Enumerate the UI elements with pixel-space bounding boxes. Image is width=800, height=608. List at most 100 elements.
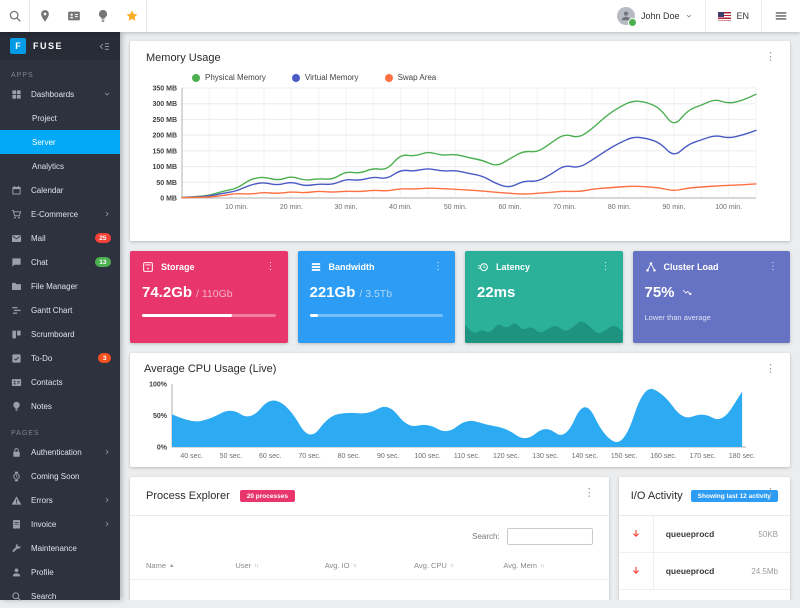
column-label: Name	[146, 561, 167, 570]
sidebar-collapse-button[interactable]	[99, 41, 110, 52]
column-label: Avg. Mem	[503, 561, 537, 570]
search-button[interactable]	[0, 0, 29, 32]
sidebar-item-server[interactable]: Server	[0, 130, 120, 154]
svg-text:50 min.: 50 min.	[444, 204, 467, 211]
svg-text:160 sec.: 160 sec.	[650, 453, 677, 460]
search-input[interactable]	[506, 528, 593, 545]
io-rows: queueprocd 50KB queueprocd 24.5Mb	[618, 516, 790, 590]
user-menu-button[interactable]: John Doe	[605, 0, 706, 32]
cart-icon	[11, 209, 22, 220]
sidebar-item-label: Mail	[31, 233, 46, 243]
bulb-button[interactable]	[88, 0, 117, 32]
kebab-menu-icon[interactable]: ⋮	[765, 487, 776, 499]
bandwidth-total-value: / 3.5Tb	[359, 288, 393, 300]
chevron-down-icon	[685, 12, 693, 20]
sort-icon: ↑↓	[254, 562, 258, 569]
svg-text:40 min.: 40 min.	[389, 204, 412, 211]
kebab-menu-icon[interactable]: ⋮	[768, 261, 778, 272]
sidebar-item-project[interactable]: Project	[0, 106, 120, 130]
arrow-cell	[619, 553, 654, 589]
io-activity-row[interactable]: queueprocd 24.5Mb	[618, 553, 790, 590]
stats-row: Storage ⋮ 74.2Gb / 110Gb Bandwidth ⋮ 221…	[130, 251, 790, 343]
column-label: User	[235, 561, 252, 570]
sidebar-item-label: Authentication	[31, 447, 82, 457]
pin-button[interactable]	[30, 0, 59, 32]
sidebar-item-dashboards[interactable]: Dashboards	[0, 82, 120, 106]
sidebar-item-coming-soon[interactable]: Coming Soon	[0, 464, 120, 488]
trending-down-icon	[682, 287, 693, 298]
svg-text:100 min.: 100 min.	[715, 204, 742, 211]
chev-right-icon	[103, 210, 111, 218]
kebab-menu-icon[interactable]: ⋮	[265, 261, 276, 272]
svg-text:140 sec.: 140 sec.	[572, 453, 599, 460]
card-title: Bandwidth	[328, 262, 375, 272]
person-icon	[11, 567, 22, 578]
sidebar-item-label: Errors	[31, 495, 53, 505]
chart-legend: Physical Memory Virtual Memory Swap Area	[192, 73, 774, 82]
language-selector[interactable]: EN	[705, 0, 761, 32]
kebab-menu-icon[interactable]: ⋮	[600, 261, 611, 272]
quick-panel-toggle-button[interactable]	[761, 0, 800, 32]
sidebar-item-label: Invoice	[31, 519, 57, 529]
sidebar-item-to-do[interactable]: To-Do 3	[0, 346, 120, 370]
sidebar-item-profile[interactable]: Profile	[0, 560, 120, 584]
arrow-down-icon	[630, 528, 642, 540]
column-header-user[interactable]: User ↑↓	[235, 561, 324, 570]
sidebar-item-analytics[interactable]: Analytics	[0, 154, 120, 178]
sidebar-item-authentication[interactable]: Authentication	[0, 440, 120, 464]
mail-icon	[11, 233, 22, 244]
chev-down-icon	[103, 90, 111, 98]
card-header: Bandwidth ⋮	[310, 261, 443, 273]
sidebar-item-calendar[interactable]: Calendar	[0, 178, 120, 202]
lock-icon	[11, 447, 22, 458]
sidebar-item-errors[interactable]: Errors	[0, 488, 120, 512]
sidebar-item-scrumboard[interactable]: Scrumboard	[0, 322, 120, 346]
sidebar-item-chat[interactable]: Chat 13	[0, 250, 120, 274]
sidebar-item-notes[interactable]: Notes	[0, 394, 120, 418]
bulb-icon	[96, 9, 110, 23]
column-header-avg-mem[interactable]: Avg. Mem ↑↓	[503, 561, 592, 570]
toolbar-divider	[146, 0, 147, 32]
sidebar-item-maintenance[interactable]: Maintenance	[0, 536, 120, 560]
contacts-card-button[interactable]	[59, 0, 88, 32]
sidebar-item-label: Server	[32, 137, 56, 147]
column-label: Avg. IO	[324, 561, 350, 570]
sidebar-item-search[interactable]: Search	[0, 584, 120, 608]
sidebar-item-gantt-chart[interactable]: Gantt Chart	[0, 298, 120, 322]
cpu-usage-chart: 0% 50% 100% 40 sec. 50 sec. 60 sec. 70 sec. 80 …	[149, 382, 755, 461]
latency-card: Latency ⋮ 22ms	[465, 251, 623, 343]
svg-text:100%: 100%	[149, 382, 168, 389]
sidebar-item-invoice[interactable]: Invoice	[0, 512, 120, 536]
star-icon	[125, 9, 139, 23]
kebab-menu-icon[interactable]: ⋮	[765, 51, 776, 63]
column-header-avg-io[interactable]: Avg. IO ↑↓	[325, 561, 414, 570]
io-activity-row[interactable]: queueprocd 50KB	[618, 516, 790, 553]
sidebar: F FUSE APPS Dashboards Project Server Analyt…	[0, 32, 120, 600]
legend-dot	[384, 73, 393, 82]
logo[interactable]: F FUSE	[0, 32, 120, 60]
star-button[interactable]	[117, 0, 146, 32]
kebab-menu-icon[interactable]: ⋮	[583, 487, 595, 499]
calendar-icon	[11, 185, 22, 196]
sidebar-item-mail[interactable]: Mail 25	[0, 226, 120, 250]
sidebar-item-label: Profile	[31, 567, 54, 577]
sidebar-item-label: Coming Soon	[31, 471, 80, 481]
svg-text:30 min.: 30 min.	[335, 204, 358, 211]
online-status-dot	[627, 18, 637, 27]
kebab-menu-icon[interactable]: ⋮	[765, 363, 776, 375]
column-header-name[interactable]: Name ▲	[146, 561, 235, 570]
sidebar-item-label: Calendar	[31, 185, 64, 195]
sidebar-item-e-commerce[interactable]: E-Commerce	[0, 202, 120, 226]
column-label: Avg. CPU	[414, 561, 447, 570]
kebab-menu-icon[interactable]: ⋮	[433, 261, 443, 272]
nav-section-label: APPS	[11, 72, 34, 79]
warning-icon	[11, 495, 22, 506]
watch-icon	[11, 471, 22, 482]
sidebar-item-contacts[interactable]: Contacts	[0, 370, 120, 394]
io-process-name: queueprocd	[665, 566, 715, 576]
us-flag-icon	[718, 11, 732, 21]
io-transfer-size: 24.5Mb	[751, 566, 778, 576]
sidebar-item-file-manager[interactable]: File Manager	[0, 274, 120, 298]
column-header-avg-cpu[interactable]: Avg. CPU ↑↓	[414, 561, 503, 570]
dashboard-icon	[11, 89, 22, 100]
